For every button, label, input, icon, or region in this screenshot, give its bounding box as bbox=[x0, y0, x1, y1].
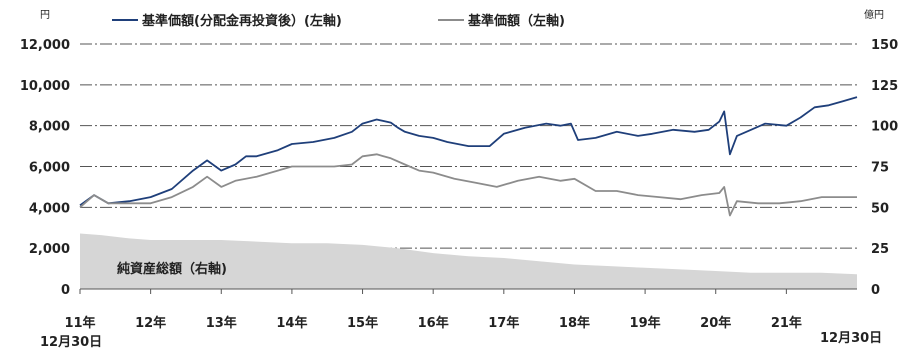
series-line-nav bbox=[79, 153, 857, 217]
left-tick-label: 10,000 bbox=[20, 79, 70, 94]
line-layer bbox=[79, 96, 858, 217]
legend: 基準価額(分配金再投資後）(左軸) 基準価額（左軸) bbox=[112, 13, 565, 29]
x-tick-label: 13年 bbox=[206, 315, 237, 331]
right-tick-label: 100 bbox=[871, 120, 898, 135]
x-tick-label: 20年 bbox=[700, 315, 731, 331]
right-tick-label: 150 bbox=[871, 38, 898, 53]
x-tick-label: 19年 bbox=[630, 315, 661, 331]
x-tick-label: 11年 bbox=[64, 315, 95, 331]
right-tick-label: 25 bbox=[871, 242, 889, 257]
tick-layer: 12,000 150 10,000 125 8,000 100 6,000 75 4,000 50… bbox=[20, 38, 898, 331]
x-tick-label: 14年 bbox=[276, 315, 307, 331]
series-line-reinvested bbox=[79, 96, 858, 207]
right-unit-label: 億円 bbox=[864, 8, 884, 21]
x-tick-label: 18年 bbox=[559, 315, 590, 331]
left-tick-label: 6,000 bbox=[29, 161, 70, 176]
right-tick-label: 75 bbox=[871, 161, 889, 176]
right-tick-label: 125 bbox=[871, 79, 898, 94]
x-end-date-label: 12月30日 bbox=[820, 331, 882, 346]
x-tick-label: 12年 bbox=[135, 315, 166, 331]
left-unit-label: 円 bbox=[40, 10, 50, 21]
area-layer bbox=[80, 233, 857, 289]
x-start-date-label: 12月30日 bbox=[40, 335, 102, 350]
right-tick-label: 0 bbox=[871, 283, 880, 298]
left-tick-label: 0 bbox=[61, 283, 70, 298]
left-tick-label: 2,000 bbox=[29, 242, 70, 257]
area-series-label: 純資産総額（右軸) bbox=[117, 261, 227, 277]
x-tick-label: 16年 bbox=[418, 315, 449, 331]
left-tick-label: 8,000 bbox=[29, 120, 70, 135]
x-tick-label: 15年 bbox=[347, 315, 378, 331]
legend-label-nav: 基準価額（左軸) bbox=[467, 13, 565, 29]
legend-label-reinvested: 基準価額(分配金再投資後）(左軸) bbox=[141, 13, 342, 29]
x-tick-label: 17年 bbox=[488, 315, 519, 331]
series-area-net-assets bbox=[80, 233, 857, 289]
x-tick-label: 21年 bbox=[771, 315, 802, 331]
left-tick-label: 12,000 bbox=[20, 38, 70, 53]
right-tick-label: 50 bbox=[871, 201, 889, 216]
left-tick-label: 4,000 bbox=[29, 201, 70, 216]
